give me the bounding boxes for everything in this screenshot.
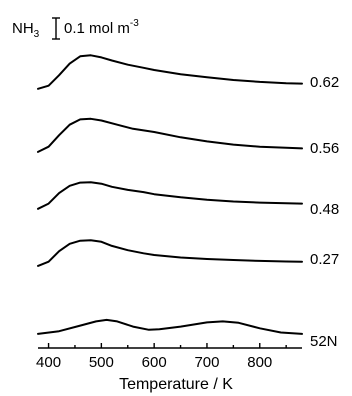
svg-text:NH3: NH3 [12,20,40,40]
series-label: 0.56 [310,140,339,157]
series-line-0-56 [37,117,303,153]
x-tick-label: 600 [142,354,167,371]
x-axis-ticks: 400 500 600 700 800 [36,343,287,371]
series-line-0-27 [37,239,303,267]
x-tick-label: 800 [247,354,272,371]
series-layer: 0.62 0.56 0.48 0.27 52N [37,54,339,350]
series-line-0-62 [37,54,303,90]
scale-bar-species: NH [12,20,34,37]
svg-text:0.1 mol m-3: 0.1 mol m-3 [64,18,139,37]
scale-bar: NH3 0.1 mol m-3 [12,17,139,40]
series-line-0-48 [37,181,303,210]
scale-bar-exponent: -3 [130,18,139,29]
x-tick-label: 400 [36,354,61,371]
series-label: 0.62 [310,74,339,91]
x-tick-label: 500 [89,354,114,371]
scale-bar-value: 0.1 mol m [64,20,130,37]
series-label: 0.48 [310,201,339,218]
series-label: 0.27 [310,251,339,268]
x-tick-label: 700 [194,354,219,371]
series-label: 52N [310,333,338,350]
x-axis-label: Temperature / K [119,376,233,393]
scale-bar-species-subscript: 3 [34,29,40,40]
series-line-52n [37,318,303,335]
